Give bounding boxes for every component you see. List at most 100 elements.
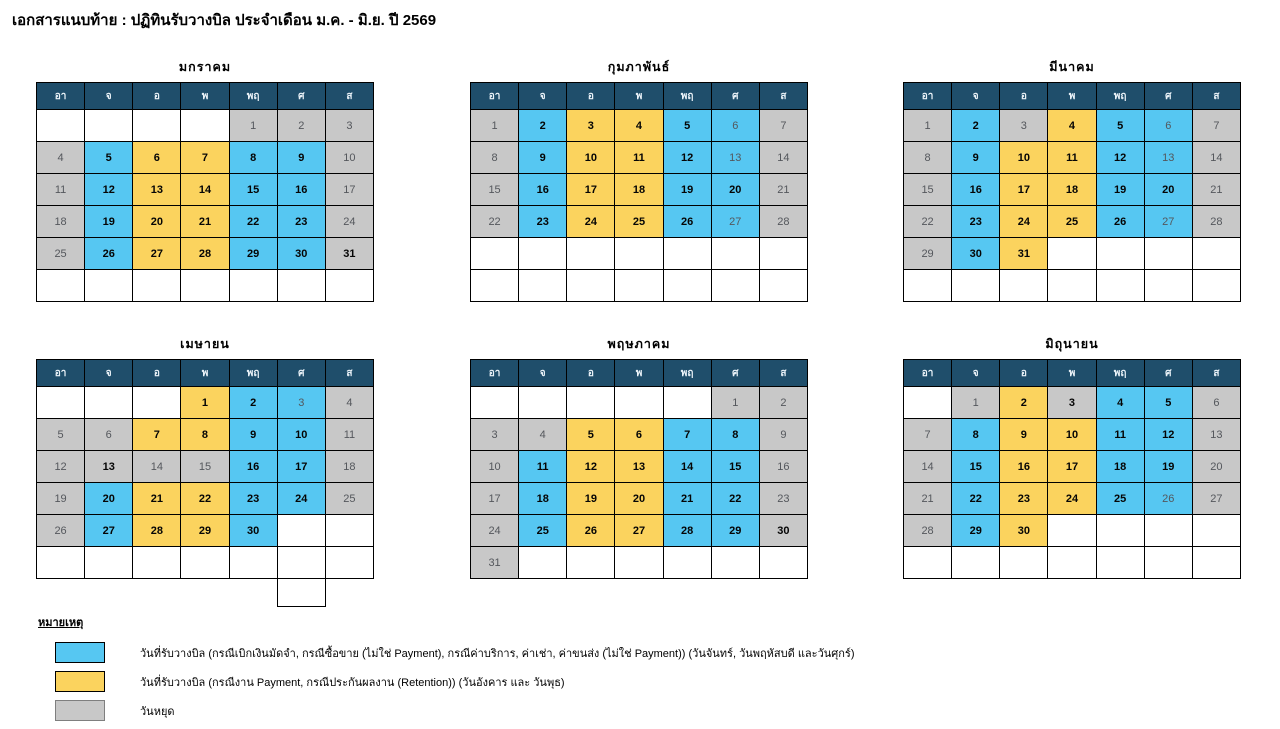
day-cell: 7: [758, 109, 809, 142]
weekday-header: ศ: [276, 82, 326, 110]
empty-cell: [324, 514, 375, 547]
empty-cell: [662, 237, 712, 270]
day-cell: 4: [1095, 386, 1145, 419]
empty-cell: [566, 546, 616, 579]
weekday-header: อ: [132, 82, 182, 110]
day-cell: 12: [662, 141, 712, 174]
day-cell: 19: [566, 482, 616, 515]
day-cell: 18: [518, 482, 568, 515]
yellow-legend-swatch: [55, 671, 105, 692]
empty-cell: [1191, 514, 1242, 547]
empty-cell: [35, 109, 86, 142]
day-cell: 5: [35, 418, 86, 451]
day-cell: 11: [518, 450, 568, 483]
day-cell: 31: [999, 237, 1049, 270]
day-cell: 25: [324, 482, 375, 515]
day-cell: 27: [1191, 482, 1242, 515]
day-cell: 3: [566, 109, 616, 142]
empty-cell: [132, 546, 182, 579]
calendar-february: กุมภาพันธ์ อาจอพพฤศส 1 2 3 4 5 6 7 8 9 10 11 12 13 14 1…: [469, 57, 809, 302]
day-cell: 17: [324, 173, 375, 206]
day-cell: 27: [710, 205, 760, 238]
gray-legend-swatch: [55, 700, 105, 721]
empty-cell: [614, 546, 664, 579]
empty-cell: [902, 546, 953, 579]
day-cell: 27: [132, 237, 182, 270]
day-cell: 26: [662, 205, 712, 238]
day-cell: 7: [902, 418, 953, 451]
day-cell: 23: [518, 205, 568, 238]
empty-cell: [566, 237, 616, 270]
empty-cell: [1143, 237, 1193, 270]
day-cell: 20: [614, 482, 664, 515]
empty-cell: [1191, 237, 1242, 270]
day-cell: 4: [1047, 109, 1097, 142]
day-cell: 1: [228, 109, 278, 142]
day-cell: 29: [180, 514, 230, 547]
day-cell: 3: [999, 109, 1049, 142]
weekday-header: อา: [902, 359, 953, 387]
day-cell: 30: [999, 514, 1049, 547]
empty-cell: [614, 269, 664, 302]
empty-cell: [1095, 237, 1145, 270]
day-cell: 13: [132, 173, 182, 206]
weekday-header: จ: [518, 359, 568, 387]
empty-cell: [1047, 546, 1097, 579]
day-cell: 4: [614, 109, 664, 142]
calendar-grid-january: อาจอพพฤศส 1 2 3 4 5 6 7 8 9 10 11 12 13 14 15 16 17 18 19 20…: [35, 82, 375, 302]
day-cell: 10: [276, 418, 326, 451]
day-cell: 28: [758, 205, 809, 238]
day-cell: 22: [469, 205, 520, 238]
day-cell: 23: [758, 482, 809, 515]
day-cell: 21: [180, 205, 230, 238]
weekday-header: พฤ: [228, 82, 278, 110]
day-cell: 7: [662, 418, 712, 451]
weekday-header: จ: [84, 359, 134, 387]
empty-cell: [662, 546, 712, 579]
day-cell: 1: [951, 386, 1001, 419]
weekday-header: พ: [1047, 359, 1097, 387]
day-cell: 5: [1143, 386, 1193, 419]
day-cell: 6: [710, 109, 760, 142]
day-cell: 29: [228, 237, 278, 270]
day-cell: 14: [758, 141, 809, 174]
month-title-march: มีนาคม: [1049, 60, 1095, 74]
empty-cell: [951, 546, 1001, 579]
day-cell: 22: [228, 205, 278, 238]
day-cell: 26: [84, 237, 134, 270]
day-cell: 10: [566, 141, 616, 174]
day-cell: 11: [1047, 141, 1097, 174]
day-cell: 12: [1143, 418, 1193, 451]
day-cell: 19: [84, 205, 134, 238]
day-cell: 21: [1191, 173, 1242, 206]
weekday-header: อ: [566, 82, 616, 110]
empty-cell: [758, 269, 809, 302]
day-cell: 8: [951, 418, 1001, 451]
day-cell: 20: [710, 173, 760, 206]
empty-cell: [1143, 546, 1193, 579]
day-cell: 25: [614, 205, 664, 238]
day-cell: 1: [469, 109, 520, 142]
legend-row-holiday-gray: วันหยุด: [38, 700, 854, 721]
weekday-header: จ: [518, 82, 568, 110]
weekday-header: พฤ: [1095, 82, 1145, 110]
weekday-header: ส: [1191, 82, 1242, 110]
day-cell: 24: [566, 205, 616, 238]
weekday-header: อา: [469, 82, 520, 110]
day-cell: 1: [902, 109, 953, 142]
day-cell: 16: [228, 450, 278, 483]
day-cell: 12: [35, 450, 86, 483]
day-cell: 29: [710, 514, 760, 547]
empty-cell: [276, 269, 326, 302]
day-cell: 2: [999, 386, 1049, 419]
weekday-header: จ: [84, 82, 134, 110]
weekday-header: พฤ: [662, 82, 712, 110]
day-cell: 6: [1143, 109, 1193, 142]
day-cell: 27: [614, 514, 664, 547]
overflow-empty-cell: [277, 578, 326, 607]
empty-cell: [132, 109, 182, 142]
empty-cell: [228, 269, 278, 302]
day-cell: 13: [1143, 141, 1193, 174]
day-cell: 7: [180, 141, 230, 174]
empty-cell: [132, 386, 182, 419]
